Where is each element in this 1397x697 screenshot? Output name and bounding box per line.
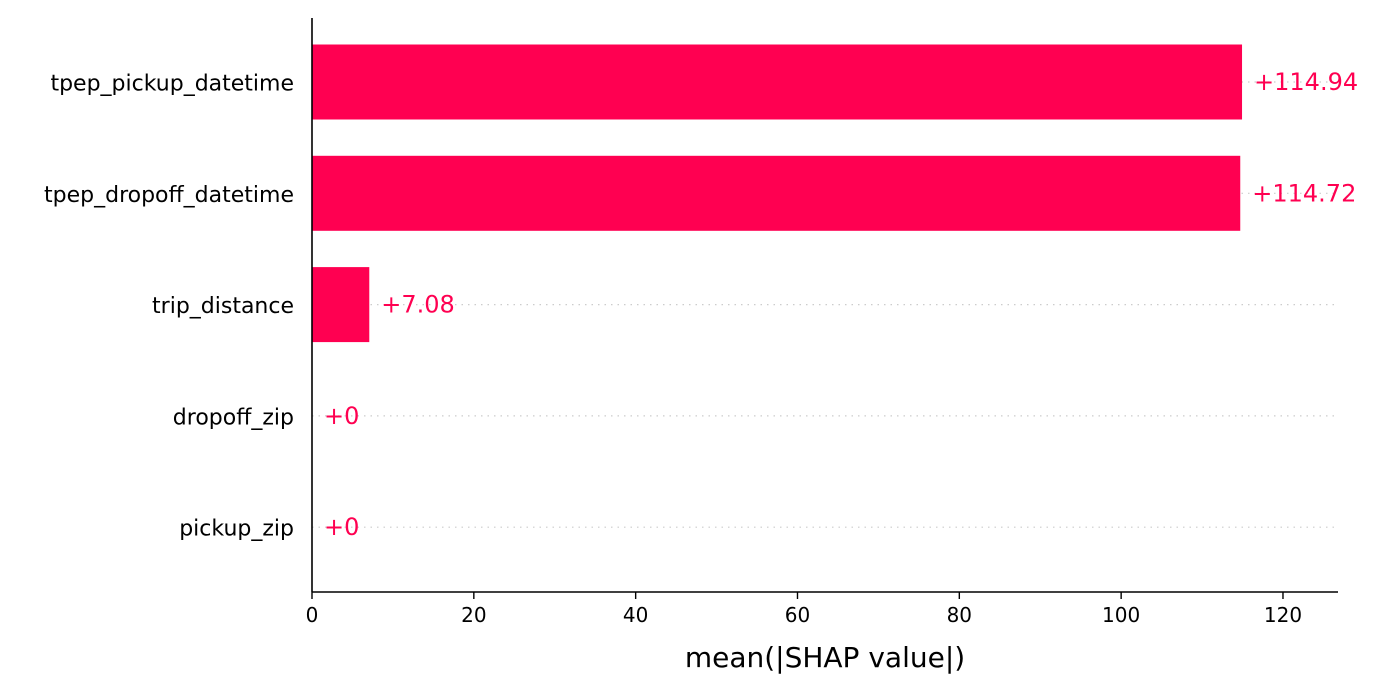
- bar-tpep-dropoff-datetime: [312, 155, 1241, 231]
- feature-label: trip_distance: [152, 294, 294, 319]
- value-label: +114.94: [1254, 68, 1358, 96]
- feature-label: pickup_zip: [179, 517, 294, 542]
- bars: [312, 44, 1243, 343]
- x-tick-label: 0: [306, 603, 319, 627]
- x-ticks: 0 20 40 60 80 100 120: [306, 592, 1302, 627]
- bar-tpep-pickup-datetime: [312, 44, 1243, 120]
- value-label: +0: [324, 402, 359, 430]
- x-tick-label: 20: [461, 603, 486, 627]
- x-tick-label: 80: [947, 603, 972, 627]
- feature-labels: tpep_pickup_datetime tpep_dropoff_datetim…: [44, 72, 294, 542]
- axes: [311, 18, 1338, 593]
- x-tick-label: 120: [1264, 603, 1302, 627]
- x-tick-label: 100: [1102, 603, 1140, 627]
- guide-lines: [312, 81, 1336, 528]
- value-label: +0: [324, 513, 359, 541]
- value-label: +7.08: [381, 291, 455, 319]
- bar-trip-distance: [312, 267, 370, 343]
- value-labels: +114.94 +114.72 +7.08 +0 +0: [324, 68, 1358, 541]
- feature-label: dropoff_zip: [173, 405, 294, 430]
- x-tick-label: 40: [623, 603, 648, 627]
- value-label: +114.72: [1252, 179, 1356, 207]
- feature-label: tpep_pickup_datetime: [50, 72, 294, 97]
- x-axis-label: mean(|SHAP value|): [685, 641, 965, 674]
- feature-label: tpep_dropoff_datetime: [44, 183, 294, 208]
- x-tick-label: 60: [785, 603, 810, 627]
